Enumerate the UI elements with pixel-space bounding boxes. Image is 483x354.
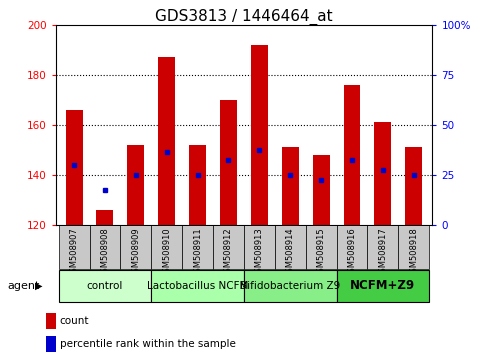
Text: GSM508912: GSM508912 xyxy=(224,227,233,278)
Bar xyxy=(374,122,391,225)
Bar xyxy=(151,225,182,269)
Bar xyxy=(306,225,337,269)
Bar xyxy=(58,225,89,269)
Bar xyxy=(97,210,114,225)
Bar xyxy=(158,57,175,225)
Text: control: control xyxy=(87,281,123,291)
Text: Lactobacillus NCFM: Lactobacillus NCFM xyxy=(147,281,248,291)
Text: ▶: ▶ xyxy=(35,281,43,291)
Bar xyxy=(213,225,244,269)
Bar xyxy=(343,85,360,225)
Bar xyxy=(89,225,120,269)
Bar xyxy=(128,145,144,225)
Text: GSM508914: GSM508914 xyxy=(286,227,295,278)
Text: GSM508917: GSM508917 xyxy=(378,227,387,278)
Bar xyxy=(182,225,213,269)
Bar xyxy=(151,270,244,302)
Text: NCFM+Z9: NCFM+Z9 xyxy=(350,279,415,292)
Text: count: count xyxy=(60,316,89,326)
Text: GSM508915: GSM508915 xyxy=(317,227,326,278)
Bar xyxy=(313,155,329,225)
Text: GSM508911: GSM508911 xyxy=(193,227,202,278)
Bar xyxy=(46,336,56,352)
Text: GSM508913: GSM508913 xyxy=(255,227,264,278)
Bar xyxy=(244,270,337,302)
Bar xyxy=(405,147,422,225)
Text: GSM508908: GSM508908 xyxy=(100,227,110,278)
Bar xyxy=(66,110,83,225)
Bar xyxy=(282,147,298,225)
Bar xyxy=(368,225,398,269)
Text: Bifidobacterium Z9: Bifidobacterium Z9 xyxy=(240,281,341,291)
Bar xyxy=(337,225,368,269)
Text: GSM508918: GSM508918 xyxy=(409,227,418,278)
Bar xyxy=(120,225,151,269)
Text: agent: agent xyxy=(7,281,40,291)
Bar xyxy=(244,225,275,269)
Bar xyxy=(251,45,268,225)
Text: GSM508907: GSM508907 xyxy=(70,227,79,278)
Bar xyxy=(189,145,206,225)
Bar xyxy=(46,313,56,329)
Text: GSM508909: GSM508909 xyxy=(131,227,141,278)
Text: GSM508910: GSM508910 xyxy=(162,227,171,278)
Bar xyxy=(398,225,429,269)
Title: GDS3813 / 1446464_at: GDS3813 / 1446464_at xyxy=(155,8,333,25)
Bar xyxy=(337,270,429,302)
Text: GSM508916: GSM508916 xyxy=(347,227,356,278)
Bar xyxy=(275,225,306,269)
Text: percentile rank within the sample: percentile rank within the sample xyxy=(60,339,236,349)
Bar xyxy=(220,100,237,225)
Bar xyxy=(58,270,151,302)
